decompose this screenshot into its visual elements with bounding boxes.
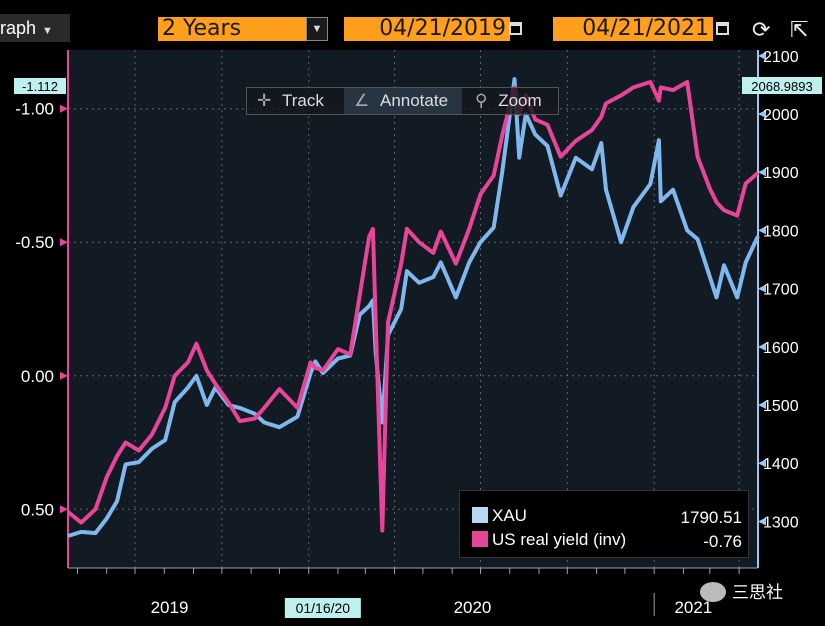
crosshair-label: 01/16/20	[296, 600, 351, 616]
right-tick-label: 1300	[763, 514, 799, 531]
period-dropdown-button[interactable]: ▼	[306, 17, 328, 41]
annotate-label: Annotate	[379, 91, 449, 110]
end-date-value: 04/21/2021	[582, 17, 709, 41]
caret-down-icon: ▼	[42, 25, 53, 37]
left-last-value: -1.112	[22, 79, 58, 94]
left-tick-marker	[60, 371, 68, 380]
right-tick-marker	[758, 459, 766, 468]
calendar-icon[interactable]	[716, 22, 729, 35]
track-button[interactable]: ✛ Track	[247, 88, 343, 114]
left-tick-label: -1.00	[15, 100, 54, 119]
graph-menu[interactable]: raph ▼	[0, 14, 70, 42]
right-tick-marker	[758, 284, 766, 293]
right-tick-label: 1500	[763, 398, 799, 415]
right-tick-marker	[758, 51, 766, 60]
magnifier-icon: ⚲	[475, 91, 488, 110]
left-tick-label: 0.00	[21, 367, 54, 386]
crosshair-label-box	[284, 598, 361, 618]
end-date-input[interactable]: 04/21/2021	[553, 17, 713, 41]
right-tick-marker	[758, 342, 766, 351]
left-tick-marker	[60, 505, 68, 514]
left-tick-marker	[60, 104, 68, 113]
right-last-value-box	[742, 77, 822, 94]
x-tick-label: 2020	[454, 598, 492, 617]
right-tick-label: 1400	[763, 456, 799, 473]
right-tick-label: 1900	[763, 165, 799, 182]
zoom-button[interactable]: ⚲ Zoom	[467, 88, 559, 114]
series-line-real-yield	[66, 80, 760, 533]
right-tick-marker	[758, 517, 766, 526]
left-tick-label: -0.50	[15, 233, 54, 252]
right-tick-label: 2100	[763, 49, 799, 66]
legend-swatch	[472, 531, 488, 547]
period-label: 2 Years	[162, 17, 242, 41]
plot-background	[68, 50, 758, 568]
right-tick-label: 1800	[763, 223, 799, 240]
legend-value: -0.76	[703, 532, 742, 551]
right-tick-label: 1700	[763, 282, 799, 299]
start-date-input[interactable]: 04/21/2019	[344, 17, 510, 41]
left-tick-label: 0.50	[21, 500, 54, 519]
right-last-value: 2068.9893	[751, 79, 812, 94]
legend-item-real-yield: US real yield (inv)	[472, 529, 626, 551]
legend-label: XAU	[492, 506, 527, 525]
calendar-icon[interactable]	[509, 22, 522, 35]
annotation-toolbar: ✛ Track ∠ Annotate ⚲ Zoom	[246, 87, 559, 115]
left-last-value-box	[14, 78, 66, 94]
x-tick-label: 2021	[674, 598, 712, 617]
right-tick-marker	[758, 110, 766, 119]
zoom-label: Zoom	[498, 91, 542, 110]
right-tick-marker	[758, 226, 766, 235]
pencil-icon: ∠	[354, 91, 370, 110]
annotate-button[interactable]: ∠ Annotate	[344, 88, 462, 114]
watermark-text: 三思社	[732, 583, 783, 603]
legend-value: 1790.51	[680, 508, 742, 527]
start-date-value: 04/21/2019	[379, 17, 506, 41]
graph-menu-label: raph	[0, 18, 37, 38]
legend-item-xau: XAU	[472, 505, 527, 527]
x-tick-label: 2019	[151, 598, 189, 617]
right-tick-marker	[758, 401, 766, 410]
refresh-icon[interactable]: ⟳	[752, 17, 771, 42]
right-tick-label: 1600	[763, 340, 799, 357]
period-select[interactable]: 2 Years	[158, 17, 310, 41]
expand-icon[interactable]: ⇱	[790, 17, 809, 42]
toolbar: raph ▼ 2 Years ▼ 04/21/2019 04/21/2021 ⟳ …	[0, 14, 825, 44]
left-margin	[0, 50, 68, 626]
series-line-xau	[67, 77, 760, 538]
wechat-icon	[700, 582, 726, 602]
legend-swatch	[472, 507, 488, 523]
legend-label: US real yield (inv)	[492, 530, 627, 549]
track-label: Track	[281, 91, 324, 110]
left-tick-marker	[60, 238, 68, 247]
watermark: 三思社	[700, 578, 783, 603]
legend: XAU 1790.51 US real yield (inv) -0.76	[459, 490, 749, 558]
right-tick-label: 2000	[763, 107, 799, 124]
right-tick-marker	[758, 168, 766, 177]
crosshair-icon: ✛	[257, 91, 272, 110]
